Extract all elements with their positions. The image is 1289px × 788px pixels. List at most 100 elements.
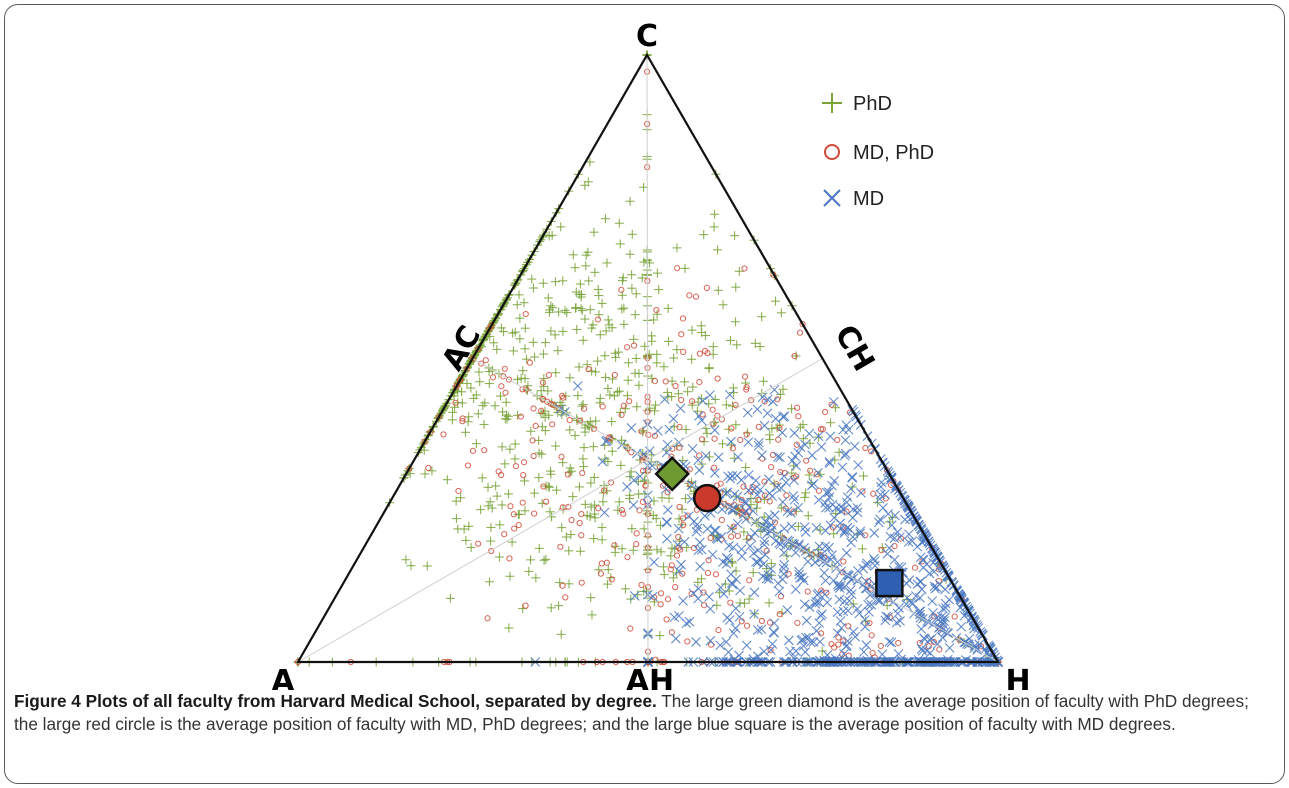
- point-md: [940, 603, 951, 613]
- point-phd: [537, 449, 547, 459]
- point-md-phd: [484, 615, 491, 622]
- point-md-phd: [831, 644, 838, 651]
- point-phd: [485, 497, 495, 507]
- point-phd: [518, 366, 528, 376]
- point-md-phd: [539, 396, 547, 403]
- point-md: [840, 448, 851, 459]
- point-phd: [534, 448, 544, 458]
- point-phd: [586, 593, 596, 603]
- point-md: [811, 625, 822, 636]
- point-phd: [466, 383, 476, 393]
- point-phd: [574, 482, 584, 492]
- point-phd: [600, 351, 610, 361]
- point-phd: [545, 507, 555, 517]
- point-md-phd: [559, 582, 566, 589]
- point-md: [894, 603, 904, 613]
- point-md: [736, 551, 747, 562]
- point-phd: [526, 426, 536, 436]
- point-md: [698, 396, 708, 406]
- point-phd: [750, 338, 760, 348]
- point-phd: [450, 402, 460, 412]
- point-phd: [589, 534, 599, 544]
- point-md: [599, 507, 610, 518]
- point-md-phd: [741, 265, 748, 272]
- point-md: [694, 410, 704, 421]
- point-md-phd: [737, 504, 744, 511]
- point-md-phd: [633, 530, 640, 537]
- point-md-phd: [607, 435, 614, 442]
- point-md: [819, 589, 830, 600]
- point-md: [777, 497, 788, 507]
- point-phd: [578, 399, 588, 409]
- point-md-phd: [507, 503, 514, 510]
- point-md-phd: [638, 428, 645, 435]
- point-phd: [510, 454, 520, 464]
- point-md: [727, 579, 738, 590]
- point-md: [759, 646, 769, 657]
- point-phd: [681, 424, 691, 434]
- point-phd: [683, 387, 693, 397]
- point-phd: [554, 601, 564, 611]
- point-md-phd: [686, 292, 693, 299]
- point-phd: [570, 431, 580, 441]
- point-md-phd: [517, 413, 524, 420]
- point-md: [724, 615, 735, 625]
- point-md: [748, 506, 759, 516]
- point-phd: [538, 278, 548, 288]
- point-md: [691, 526, 702, 537]
- point-phd: [804, 470, 814, 480]
- point-md-phd: [406, 465, 413, 472]
- point-md: [661, 447, 672, 458]
- point-md-phd: [522, 602, 529, 609]
- point-md: [886, 637, 897, 648]
- point-phd: [528, 337, 538, 347]
- point-phd: [504, 623, 514, 633]
- point-phd: [510, 439, 520, 449]
- point-md: [694, 537, 705, 548]
- point-md: [808, 478, 819, 489]
- point-phd: [587, 323, 597, 333]
- point-md: [779, 523, 790, 534]
- point-phd: [508, 346, 518, 356]
- point-phd: [544, 231, 554, 241]
- point-md: [764, 511, 775, 522]
- point-phd: [551, 368, 561, 378]
- point-md-phd: [737, 436, 744, 443]
- point-md-phd: [743, 384, 750, 391]
- average-marker-md: [875, 568, 904, 598]
- point-md-phd: [679, 315, 687, 322]
- point-phd: [666, 551, 676, 561]
- point-md: [752, 490, 763, 500]
- point-md: [890, 510, 900, 521]
- point-md: [787, 455, 798, 466]
- point-md: [920, 634, 930, 644]
- point-phd: [460, 427, 470, 437]
- point-md-phd: [530, 405, 537, 412]
- point-phd: [625, 249, 635, 259]
- point-md: [847, 472, 858, 483]
- point-md: [696, 544, 707, 555]
- point-md-phd: [624, 344, 631, 351]
- point-md-phd: [936, 646, 943, 653]
- point-phd: [589, 472, 599, 482]
- point-md: [779, 471, 789, 482]
- point-phd: [630, 310, 640, 320]
- point-md: [644, 446, 655, 456]
- point-md: [824, 458, 835, 469]
- point-phd: [607, 417, 617, 427]
- point-md: [940, 598, 951, 609]
- point-md-phd: [642, 482, 649, 489]
- point-md-phd: [678, 396, 685, 404]
- point-phd: [619, 319, 629, 329]
- point-md-phd: [469, 447, 477, 454]
- point-md: [858, 563, 869, 574]
- point-md-phd: [618, 286, 625, 293]
- point-phd: [546, 301, 556, 311]
- point-md: [796, 635, 807, 646]
- point-md-phd: [488, 322, 495, 329]
- point-md: [820, 497, 831, 508]
- point-md: [684, 616, 695, 627]
- point-phd: [496, 323, 506, 333]
- point-md: [873, 517, 884, 528]
- point-md: [813, 467, 824, 478]
